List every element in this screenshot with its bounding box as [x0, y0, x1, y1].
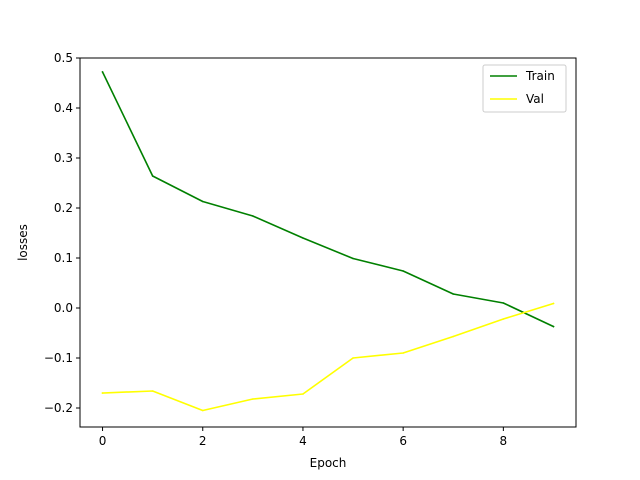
legend-label-val: Val [526, 92, 544, 106]
data-point-train [352, 257, 354, 260]
data-point-val [352, 357, 354, 359]
x-tick-label: 4 [299, 434, 307, 448]
y-tick-label: 0.2 [54, 201, 73, 215]
y-tick-label: −0.1 [44, 351, 73, 365]
data-point-val [402, 352, 404, 354]
data-point-val [101, 392, 104, 394]
legend-label-train: Train [525, 69, 555, 83]
x-tick-label: 2 [199, 434, 207, 448]
y-tick-label: 0.5 [54, 51, 73, 65]
y-tick-label: −0.2 [44, 401, 73, 415]
y-axis-label: losses [16, 224, 30, 261]
data-point-train [502, 302, 505, 304]
data-point-val [201, 409, 204, 412]
data-point-val [452, 335, 455, 338]
data-point-val [302, 393, 304, 395]
data-point-train [452, 293, 455, 295]
data-point-train [151, 175, 154, 177]
legend: Train Val [482, 64, 567, 113]
x-tick-label: 0 [99, 434, 107, 448]
data-point-val [252, 398, 254, 400]
x-tick-label: 8 [500, 434, 508, 448]
y-tick-label: 0.0 [54, 301, 73, 315]
data-point-train [252, 215, 254, 217]
y-tick-label: 0.3 [54, 151, 73, 165]
data-point-train [101, 71, 104, 73]
plot-frame [79, 57, 577, 428]
x-axis-ticks: 0 2 4 6 8 [99, 427, 507, 448]
series-line-val [101, 302, 555, 412]
data-point-train [552, 325, 555, 328]
data-point-val [552, 302, 555, 305]
y-tick-label: 0.1 [54, 251, 73, 265]
series-layer [101, 70, 555, 412]
data-point-val [502, 318, 505, 320]
y-axis-ticks: −0.2 −0.1 0.0 0.1 0.2 0.3 0.4 0.5 [44, 51, 80, 415]
y-tick-label: 0.4 [54, 101, 73, 115]
x-tick-label: 6 [399, 434, 407, 448]
series-line-train [101, 70, 555, 328]
data-point-train [402, 270, 404, 272]
data-point-val [151, 390, 154, 392]
data-point-train [302, 237, 304, 239]
x-axis-label: Epoch [310, 456, 347, 470]
data-point-train [201, 200, 204, 203]
